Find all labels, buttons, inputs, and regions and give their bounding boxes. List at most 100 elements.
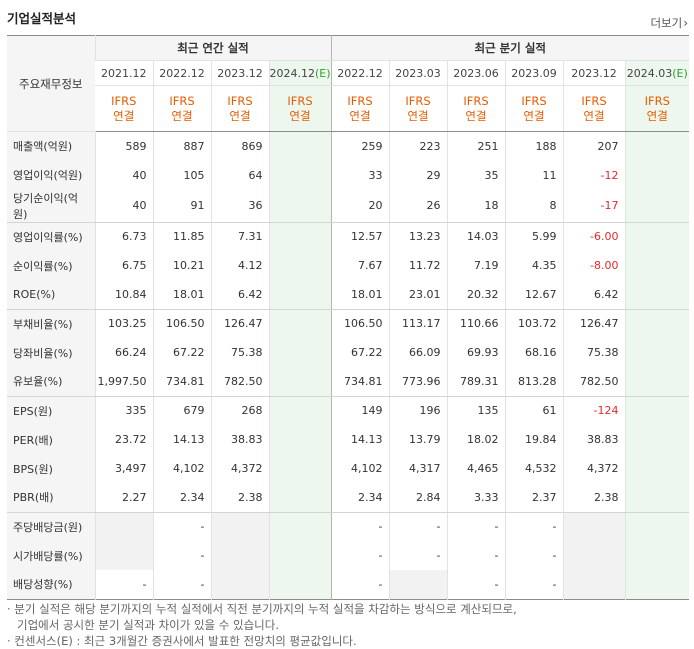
table-cell: 38.83 — [562, 425, 625, 454]
quarter-group-header: 최근 분기 실적 — [330, 35, 689, 61]
table-cell: 23.72 — [94, 425, 153, 454]
table-cell: 18.02 — [446, 425, 505, 454]
table-cell — [268, 541, 331, 570]
ifrs-standard: IFRS — [581, 93, 607, 108]
table-cell — [624, 396, 689, 425]
table-cell: 29 — [388, 160, 447, 190]
period-label: 2023.12 — [217, 66, 263, 80]
table-cell: 11.72 — [388, 251, 447, 280]
ifrs-basis-label: IFRS 연결 — [268, 85, 331, 132]
table-row: 부채비율(%) 103.25 106.50 126.47 106.50 113.17 110… — [7, 309, 689, 338]
table-cell: - — [446, 512, 505, 541]
ifrs-standard: IFRS — [521, 93, 547, 108]
table-cell: 773.96 — [388, 367, 447, 397]
ifrs-consolidated: 연결 — [171, 108, 193, 123]
ifrs-standard: IFRS — [405, 93, 431, 108]
chevron-right-icon: › — [683, 16, 688, 30]
estimate-marker: (E) — [672, 66, 688, 80]
table-cell — [268, 280, 331, 310]
table-cell: 40 — [94, 189, 153, 223]
ifrs-standard: IFRS — [347, 93, 373, 108]
table-cell: - — [330, 512, 389, 541]
table-cell: 126.47 — [562, 309, 625, 338]
table-cell: 18 — [446, 189, 505, 223]
annual-group-header: 최근 연간 실적 — [94, 35, 331, 61]
ifrs-consolidated: 연결 — [583, 108, 605, 123]
table-cell: 12.57 — [330, 222, 389, 251]
table-cell: - — [446, 570, 505, 599]
table-cell: - — [504, 541, 563, 570]
table-row: 주당배당금(원) - - - - - — [7, 512, 689, 541]
ifrs-consolidated: 연결 — [407, 108, 429, 123]
section-title: 기업실적분석 — [7, 11, 77, 26]
table-cell: 2.34 — [330, 483, 389, 513]
table-cell: 18.01 — [152, 280, 211, 310]
table-row: ROE(%) 10.84 18.01 6.42 18.01 23.01 20.32 12.67… — [7, 280, 689, 310]
table-cell: 75.38 — [562, 338, 625, 367]
ifrs-standard: IFRS — [169, 93, 195, 108]
more-link[interactable]: 더보기› — [650, 15, 688, 31]
table-cell: 36 — [210, 189, 269, 223]
row-label: PBR(배) — [7, 483, 95, 513]
row-label: PER(배) — [7, 425, 95, 454]
table-cell: 103.72 — [504, 309, 563, 338]
table-cell: - — [446, 541, 505, 570]
table-cell — [624, 280, 689, 310]
table-cell — [94, 541, 153, 570]
table-cell: 75.38 — [210, 338, 269, 367]
table-cell: 4,532 — [504, 454, 563, 483]
more-link-label: 더보기 — [650, 16, 683, 30]
period-label: 2024.03 — [626, 66, 673, 80]
table-cell: - — [504, 570, 563, 599]
row-label: BPS(원) — [7, 454, 95, 483]
period-header-annual: 2023.12 — [210, 60, 269, 86]
footnote-quarterly: · 분기 실적은 해당 분기까지의 누적 실적에서 직전 분기까지의 누적 실적… — [7, 602, 517, 616]
table-cell: 5.99 — [504, 222, 563, 251]
table-cell — [624, 251, 689, 280]
table-cell: 35 — [446, 160, 505, 190]
table-cell — [268, 309, 331, 338]
table-cell: 1,997.50 — [94, 367, 153, 397]
table-row: 영업이익(억원) 40 105 64 33 29 35 11 -12 — [7, 160, 689, 190]
period-header-annual: 2021.12 — [95, 60, 153, 86]
table-row: 시가배당률(%) - - - - - — [7, 541, 689, 570]
period-label: 2023.03 — [395, 66, 441, 80]
table-cell: 782.50 — [210, 367, 269, 397]
table-cell: 268 — [210, 396, 269, 425]
ifrs-basis-label: IFRS 연결 — [210, 85, 269, 132]
table-cell: 13.79 — [388, 425, 447, 454]
table-cell: 4.35 — [504, 251, 563, 280]
row-label: 시가배당률(%) — [7, 541, 95, 570]
period-header-annual: 2024.12(E) — [268, 60, 331, 86]
table-cell — [562, 512, 625, 541]
table-cell: 14.13 — [152, 425, 211, 454]
row-label: 순이익률(%) — [7, 251, 95, 280]
ifrs-standard: IFRS — [111, 93, 137, 108]
row-label: 영업이익률(%) — [7, 222, 95, 251]
table-cell: 23.01 — [388, 280, 447, 310]
footnote-quarterly-cont: 기업에서 공시한 분기 실적과 차이가 있을 수 있습니다. — [17, 618, 280, 632]
table-cell — [94, 512, 153, 541]
table-cell: 196 — [388, 396, 447, 425]
table-cell: 12.67 — [504, 280, 563, 310]
table-cell — [624, 512, 689, 541]
financial-summary: 주요재무정보 최근 연간 실적 최근 분기 실적 2021.12 2022.12 2… — [7, 35, 689, 600]
table-cell: 40 — [94, 160, 153, 190]
ifrs-standard: IFRS — [463, 93, 489, 108]
table-cell — [268, 131, 331, 161]
period-label: 2023.12 — [571, 66, 617, 80]
table-cell: 335 — [94, 396, 153, 425]
table-cell: - — [152, 541, 211, 570]
table-cell: - — [388, 541, 447, 570]
table-row: PER(배) 23.72 14.13 38.83 14.13 13.79 18.02 19.8… — [7, 425, 689, 454]
table-cell: 2.34 — [152, 483, 211, 513]
table-row: BPS(원) 3,497 4,102 4,372 4,102 4,317 4,465 4,53… — [7, 454, 689, 483]
ifrs-consolidated: 연결 — [113, 108, 135, 123]
table-cell: 61 — [504, 396, 563, 425]
table-cell: 813.28 — [504, 367, 563, 397]
table-cell — [624, 541, 689, 570]
table-cell — [624, 338, 689, 367]
ifrs-basis-label: IFRS 연결 — [446, 85, 505, 132]
table-row: 당기순이익(억원) 40 91 36 20 26 18 8 -17 — [7, 189, 689, 223]
table-cell: 869 — [210, 131, 269, 161]
